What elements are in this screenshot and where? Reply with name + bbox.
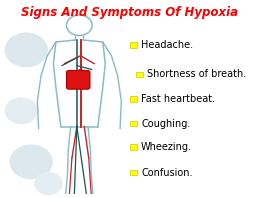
Bar	[130, 121, 137, 126]
Bar	[130, 42, 137, 48]
Circle shape	[10, 145, 52, 179]
Bar	[130, 144, 137, 150]
Bar	[130, 170, 137, 175]
Circle shape	[5, 98, 37, 124]
Text: Confusion.: Confusion.	[141, 168, 193, 178]
Circle shape	[35, 173, 62, 194]
Text: Signs And Symptoms Of Hypoxia: Signs And Symptoms Of Hypoxia	[21, 6, 239, 19]
Text: Headache.: Headache.	[141, 40, 193, 50]
Text: Shortness of breath.: Shortness of breath.	[147, 69, 246, 79]
Bar	[136, 72, 143, 77]
Text: Fast heartbeat.: Fast heartbeat.	[141, 94, 215, 104]
Bar	[130, 96, 137, 102]
Circle shape	[5, 33, 47, 67]
Text: Coughing.: Coughing.	[141, 119, 191, 129]
FancyBboxPatch shape	[67, 70, 90, 89]
Text: Wheezing.: Wheezing.	[141, 142, 192, 152]
